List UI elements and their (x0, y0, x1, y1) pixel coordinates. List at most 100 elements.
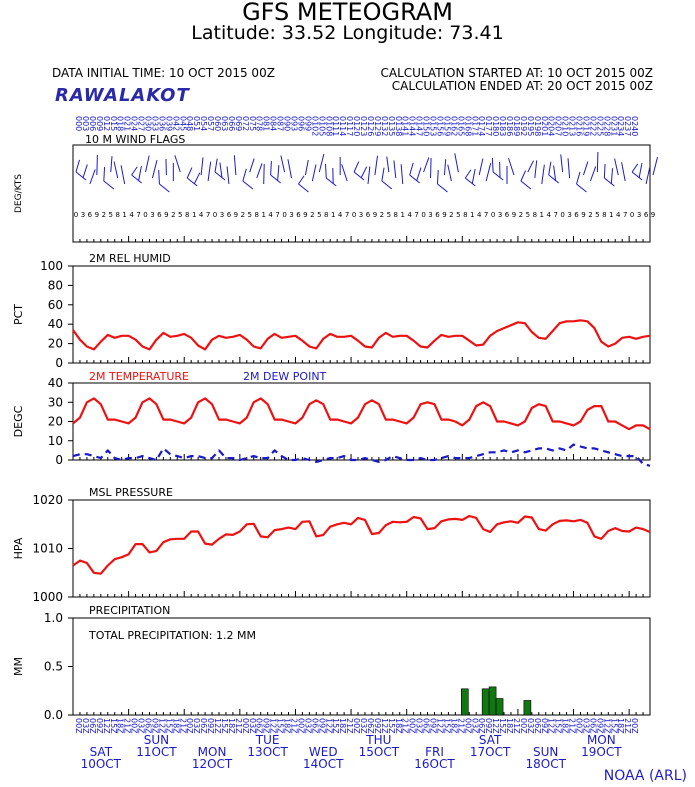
wind-speed-digit: 6 (157, 211, 162, 219)
wind-barb (638, 162, 643, 179)
y-tick-label: 1000 (32, 590, 63, 604)
forecast-hour-label: 0144 (408, 116, 417, 136)
y-tick-label: 10 (48, 434, 63, 448)
x-hour-label: 09Z (595, 718, 604, 734)
wind-barb (82, 164, 88, 179)
wind-barb (367, 166, 371, 185)
x-hour-label: 03Z (137, 718, 146, 734)
wind-barb (311, 164, 317, 182)
forecast-hour-label: 0183 (498, 116, 507, 136)
date-label: 13OCT (247, 745, 288, 759)
wind-barb (409, 162, 414, 176)
x-hour-label: 12Z (380, 718, 389, 734)
wind-barb (430, 158, 432, 179)
wind-speed-digit: 5 (248, 211, 252, 219)
wind-barb (621, 162, 626, 182)
rh-line (72, 319, 651, 351)
forecast-hour-label: 063 (220, 116, 229, 131)
temperature-line (72, 397, 651, 431)
precip-bar (495, 698, 504, 716)
forecast-hour-label: 0237 (623, 116, 632, 136)
forecast-hour-label: 0204 (547, 116, 556, 136)
date-label: 15OCT (359, 745, 400, 759)
y-tick-label: 100 (40, 259, 63, 273)
x-hour-label: 15Z (109, 718, 118, 734)
y-axis-label-0: DEG/KTS (14, 174, 24, 213)
y-axis-label-4: MM (12, 657, 25, 676)
day-of-week-label: SUN (533, 745, 558, 759)
panel-title-4: PRECIPITATION (89, 604, 170, 617)
x-hour-label: 09Z (484, 718, 493, 734)
wind-barb-flag (298, 183, 309, 193)
forecast-hour-label: 0201 (540, 116, 549, 136)
wind-speed-digit: 1 (122, 211, 126, 219)
wind-barb (652, 157, 659, 176)
x-hour-label: 03Z (248, 718, 257, 734)
wind-barb (186, 167, 193, 179)
forecast-hour-label: 0231 (609, 116, 618, 136)
x-hour-label: 06Z (199, 718, 208, 734)
wind-barb-flag (353, 171, 365, 181)
forecast-hour-label: 093 (290, 116, 299, 131)
wind-barb (454, 153, 459, 173)
forecast-hour-label: 0174 (477, 116, 486, 136)
wind-speed-digit: 2 (380, 211, 384, 219)
x-hour-label: 00Z (519, 718, 528, 734)
wind-barb (416, 167, 422, 182)
x-hour-label: 12Z (324, 718, 333, 734)
wind-speed-digit: 5 (317, 211, 321, 219)
forecast-hour-label: 096 (296, 116, 305, 131)
forecast-hour-label: 0126 (366, 116, 375, 136)
y-tick-label: 0 (55, 453, 63, 467)
y-tick-label: 0 (55, 356, 63, 370)
temperature-legend: 2M TEMPERATURE (89, 370, 189, 383)
wind-barb (447, 164, 452, 182)
x-hour-label: 12Z (102, 718, 111, 734)
date-label: 14OCT (303, 757, 344, 771)
forecast-hour-label: 030 (144, 116, 153, 131)
forecast-hour-label: 0129 (373, 116, 382, 136)
wind-speed-digit: 9 (373, 211, 377, 219)
wind-barb (386, 156, 390, 173)
wind-speed-digit: 7 (345, 211, 349, 219)
forecast-hour-label: 0216 (575, 116, 584, 136)
forecast-hour-label: 0150 (422, 116, 431, 136)
wind-speed-digit: 4 (407, 211, 412, 219)
wind-barb (353, 161, 360, 173)
wind-barb (145, 155, 150, 173)
x-hour-label: 00Z (296, 718, 305, 734)
wind-speed-digit: 6 (644, 211, 649, 219)
x-hour-label: 06Z (255, 718, 264, 734)
wind-speed-digit: 4 (199, 211, 204, 219)
date-label: 16OCT (414, 757, 455, 771)
wind-speed-digit: 4 (546, 211, 551, 219)
x-hour-label: 06Z (310, 718, 319, 734)
wind-speed-digit: 9 (512, 211, 516, 219)
x-hour-label: 18Z (338, 718, 347, 734)
wind-speed-digit: 2 (171, 211, 175, 219)
wind-speed-digit: 3 (567, 211, 571, 219)
wind-barb (318, 154, 325, 173)
forecast-hour-label: 0198 (533, 116, 542, 136)
wind-barb (270, 161, 272, 176)
day-of-week-label: MON (198, 745, 227, 759)
wind-barb (610, 168, 614, 185)
forecast-hour-label: 0138 (394, 116, 403, 136)
wind-speed-digit: 1 (192, 211, 196, 219)
wind-barb (567, 158, 571, 179)
x-hour-label: 18Z (171, 718, 180, 734)
date-label: 11OCT (136, 745, 177, 759)
x-hour-label: 09Z (262, 718, 271, 734)
forecast-hour-label: 042 (171, 116, 180, 131)
x-hour-label: 06Z (422, 718, 431, 734)
forecast-hour-label: 054 (199, 116, 208, 131)
wind-speed-digit: 1 (470, 211, 474, 219)
x-hour-label: 12Z (269, 718, 278, 734)
calculation-started: CALCULATION STARTED AT: 10 OCT 2015 00Z (380, 66, 653, 80)
wind-speed-digit: 2 (241, 211, 245, 219)
wind-barb (478, 158, 484, 176)
forecast-hour-label: 0228 (602, 116, 611, 136)
wind-barb (645, 167, 651, 185)
forecast-hour-label: 027 (137, 116, 146, 131)
forecast-hour-label: 087 (276, 116, 285, 131)
